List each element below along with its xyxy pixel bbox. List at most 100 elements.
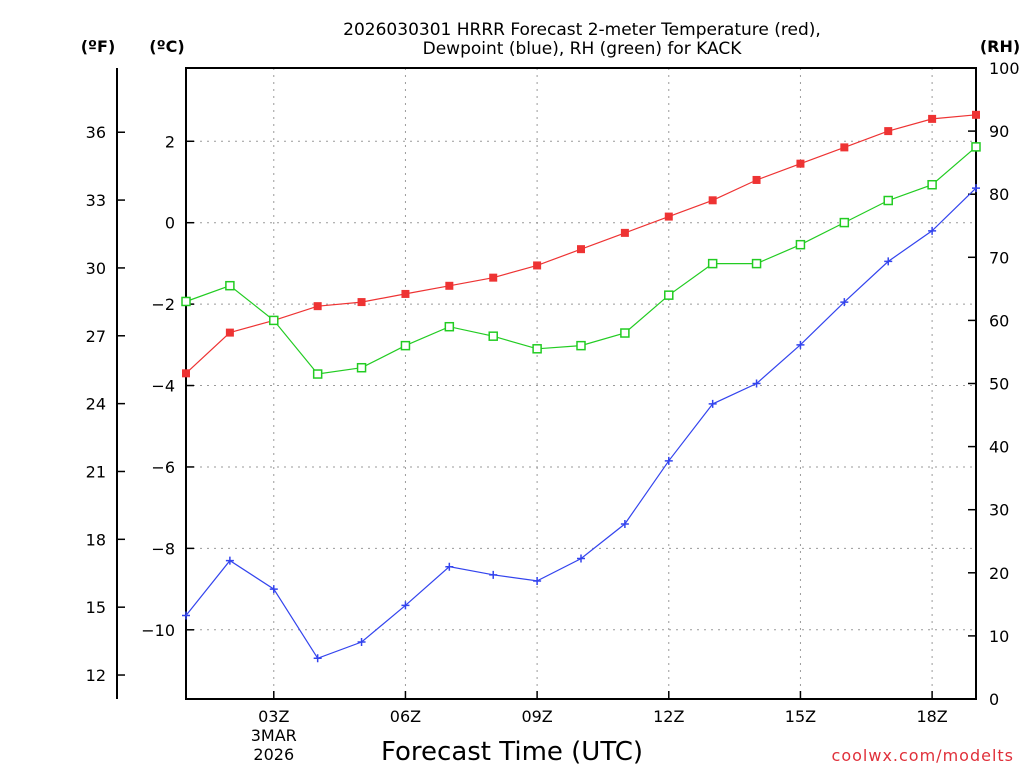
data-series [181,110,981,663]
dewpoint-point [796,340,805,349]
relative-humidity-point [400,340,411,351]
celsius-tick-label: −4 [151,377,175,396]
celsius-tick-label: −2 [151,295,175,314]
chart-title-line-1: 2026030301 HRRR Forecast 2-meter Tempera… [343,20,821,40]
dewpoint-point [840,298,849,307]
dewpoint-point [401,601,410,610]
celsius-tick-label: 0 [165,214,175,233]
temperature-point [620,228,629,237]
temperature-point [225,328,234,337]
relative-humidity-point [751,258,762,269]
dewpoint-point [533,576,542,585]
relative-humidity-point [971,142,981,152]
temperature-point [577,245,585,254]
x-tick-label: 03Z [258,707,289,726]
temperature-point [445,281,454,290]
relative-humidity-series [181,142,981,379]
x-tick-label: 15Z [785,707,816,726]
temperature-point [840,143,849,152]
x-date-label: 2026 [253,745,294,764]
x-tick-label: 18Z [916,707,947,726]
rh-tick-label: 70 [989,248,1009,267]
grid-lines [186,68,976,699]
relative-humidity-point [269,315,279,326]
dewpoint-point [708,399,717,408]
dewpoint-point [269,585,278,594]
temperature-point [313,302,322,311]
fahrenheit-tick-label: 36 [86,123,106,142]
dewpoint-point [620,519,629,528]
plot-frame [185,67,977,700]
fahrenheit-unit-label: (ºF) [81,37,116,56]
dewpoint-point [313,654,322,663]
dewpoint-point [664,456,673,465]
fahrenheit-tick-label: 21 [86,462,106,481]
relative-humidity-point [532,344,542,354]
temperature-point [972,110,980,119]
dewpoint-point [928,226,937,235]
temperature-point [533,261,542,270]
relative-humidity-point [707,258,718,269]
relative-humidity-point [312,369,323,379]
x-tick-label: 06Z [390,707,421,726]
temperature-point [401,289,410,298]
x-date-label: 3MAR [251,726,297,745]
rh-tick-label: 40 [989,438,1009,457]
dewpoint-point [225,556,234,565]
fahrenheit-tick-label: 24 [86,395,106,414]
dewpoint-point [972,184,980,193]
rh-tick-label: 100 [989,59,1020,78]
rh-tick-label: 60 [989,311,1009,330]
dewpoint-point [357,638,366,647]
relative-humidity-point [664,290,674,300]
chart-title-line-2: Dewpoint (blue), RH (green) for KACK [423,39,743,59]
x-tick-label: 12Z [653,707,684,726]
relative-humidity-point [795,239,806,250]
temperature-point [489,273,498,282]
dewpoint-line [185,187,977,660]
celsius-tick-label: −10 [141,621,175,640]
celsius-tick-label: −8 [151,539,175,558]
relative-humidity-point [225,280,235,291]
fahrenheit-tick-label: 18 [86,530,106,549]
celsius-tick-label: −6 [151,458,175,477]
relative-humidity-point [620,328,630,338]
relative-humidity-point [181,296,191,307]
dewpoint-point [182,611,190,620]
x-tick-label: 09Z [521,707,552,726]
rh-tick-label: 10 [989,627,1009,646]
rh-tick-label: 80 [989,185,1009,204]
celsius-tick-label: 2 [165,132,175,151]
temperature-point [884,127,893,136]
dewpoint-point [752,379,761,388]
relative-humidity-point [356,362,367,373]
rh-tick-label: 0 [989,690,999,709]
x-axis-title: Forecast Time (UTC) [381,737,643,767]
dewpoint-point [489,570,498,579]
rh-tick-label: 90 [989,122,1009,141]
dewpoint-point [577,554,585,563]
dewpoint-series [182,184,980,663]
fahrenheit-tick-label: 27 [86,327,106,346]
relative-humidity-point [444,321,455,332]
temperature-point [752,175,761,184]
dewpoint-point [884,257,893,266]
relative-humidity-point [927,179,937,190]
relative-humidity-point [839,217,850,228]
fahrenheit-tick-label: 33 [86,191,106,210]
temperature-point [182,369,190,378]
rh-tick-label: 50 [989,375,1009,394]
dewpoint-point [445,562,454,571]
fahrenheit-tick-label: 15 [86,598,106,617]
rh-unit-label: (RH) [980,37,1020,56]
relative-humidity-line [185,146,977,375]
rh-tick-label: 20 [989,564,1009,583]
credit-watermark: coolwx.com/modelts [832,746,1014,765]
relative-humidity-point [576,340,586,351]
temperature-series [182,110,980,378]
fahrenheit-tick-label: 30 [86,259,106,278]
temperature-point [928,114,937,123]
celsius-unit-label: (ºC) [149,37,184,56]
